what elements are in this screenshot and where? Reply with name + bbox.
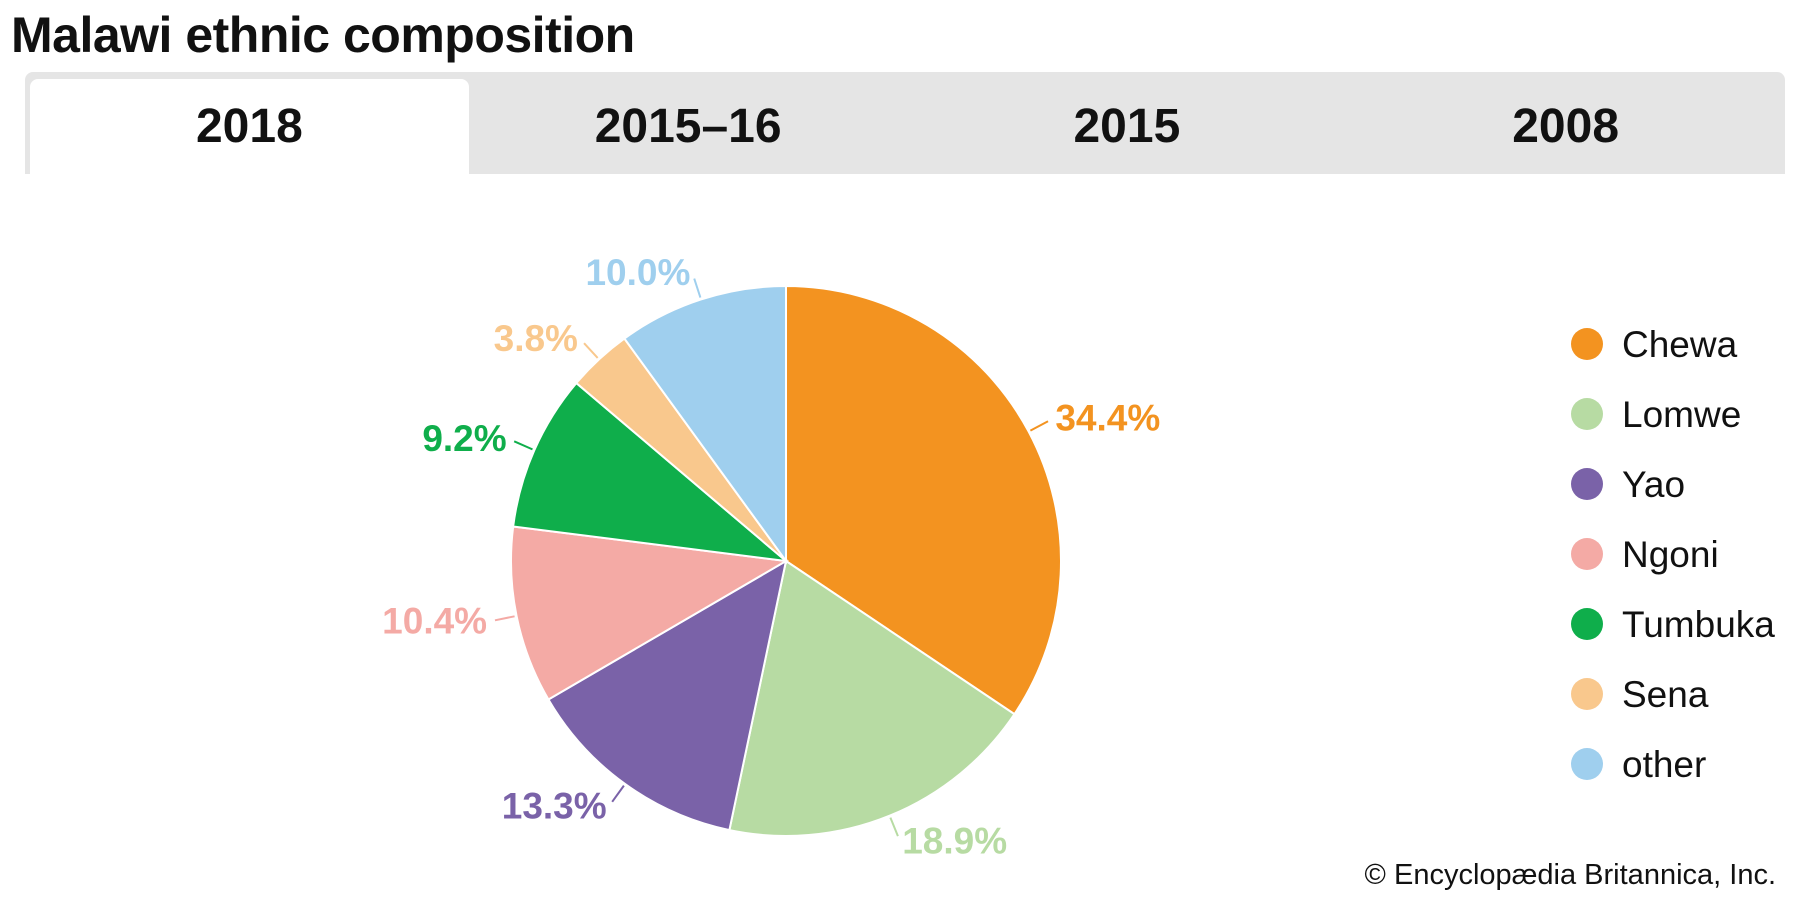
chart-title: Malawi ethnic composition	[11, 7, 635, 63]
legend-label-tumbuka: Tumbuka	[1622, 604, 1775, 645]
leader-line-yao	[611, 785, 625, 803]
leader-line-other	[693, 278, 702, 298]
value-label-ngoni: 10.4%	[382, 601, 487, 642]
copyright-credit: © Encyclopædia Britannica, Inc.	[1364, 859, 1776, 891]
tab-2015-16[interactable]: 2015–16	[594, 100, 782, 153]
leader-line-tumbuka	[513, 440, 533, 451]
legend-swatch-yao	[1571, 468, 1603, 500]
legend-label-yao: Yao	[1622, 464, 1685, 505]
value-label-lomwe: 18.9%	[902, 821, 1007, 862]
tab-2018[interactable]: 2018	[30, 79, 469, 174]
value-label-sena: 3.8%	[494, 318, 578, 359]
legend-swatch-chewa	[1571, 328, 1603, 360]
legend-swatch-ngoni	[1571, 538, 1603, 570]
pie-slice-other	[622, 284, 787, 565]
legend-label-lomwe: Lomwe	[1622, 394, 1741, 435]
legend: Chewa Lomwe Yao Ngoni Tumbuka Sena other	[1571, 324, 1775, 785]
legend-label-other: other	[1622, 744, 1706, 785]
legend-label-chewa: Chewa	[1622, 324, 1738, 365]
pie-slice-yao	[547, 559, 788, 832]
pie-slices	[510, 284, 1062, 837]
leader-line-chewa	[1029, 420, 1049, 432]
pie-value-labels: 34.4% 18.9% 13.3% 10.4% 9.2% 3.8%10.0%	[382, 252, 1160, 862]
value-label-yao: 13.3%	[502, 786, 607, 827]
label-leader-lines	[494, 278, 1049, 837]
legend-swatch-other	[1571, 748, 1603, 780]
leader-line-lomwe	[889, 817, 899, 837]
pie-slice-ngoni	[510, 525, 790, 701]
legend-label-ngoni: Ngoni	[1622, 534, 1719, 575]
value-label-chewa: 34.4%	[1055, 397, 1160, 438]
legend-swatch-sena	[1571, 678, 1603, 710]
pie-slice-tumbuka	[512, 381, 790, 563]
tab-2015[interactable]: 2015	[1073, 100, 1181, 153]
legend-swatch-tumbuka	[1571, 608, 1603, 640]
legend-label-sena: Sena	[1622, 674, 1709, 715]
value-label-other: 10.0%	[585, 252, 690, 293]
legend-swatch-lomwe	[1571, 398, 1603, 430]
tab-2008[interactable]: 2008	[1512, 100, 1620, 153]
year-tab-bar: 2018 2015–16 2015 2008	[25, 72, 1785, 174]
pie-slice-lomwe	[728, 559, 1016, 837]
leader-line-sena	[583, 342, 599, 359]
value-label-tumbuka: 9.2%	[422, 418, 506, 459]
pie-slice-chewa	[785, 284, 1062, 716]
leader-line-ngoni	[494, 615, 515, 622]
